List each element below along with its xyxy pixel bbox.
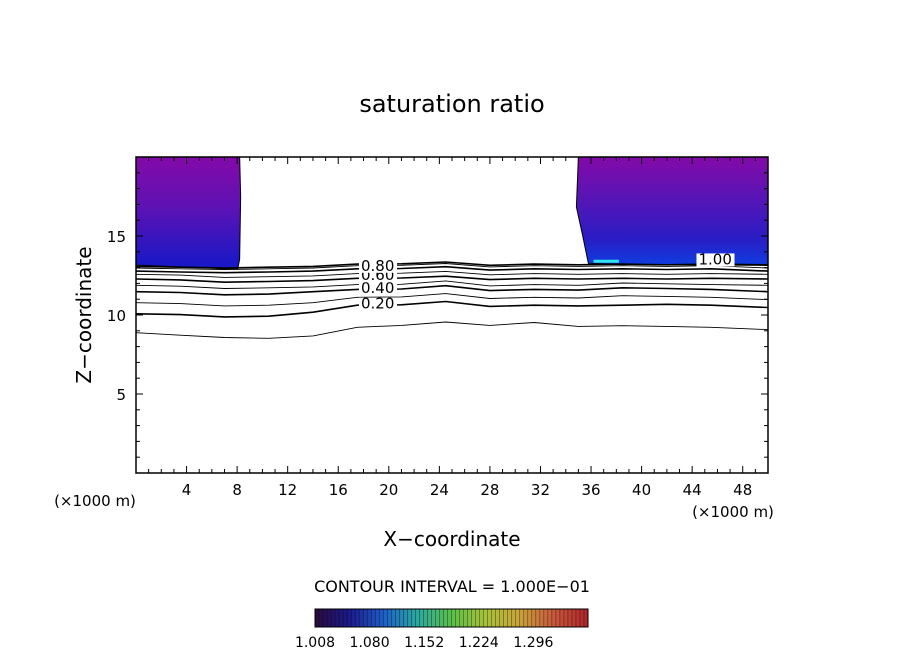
contour-line-0.7 [135, 270, 769, 278]
x-tick-label: 8 [232, 481, 242, 499]
contour-label-bg [358, 281, 397, 295]
contour-label: 0.80 [361, 257, 394, 275]
contour-label-bg [358, 259, 397, 273]
x-axis-label: X−coordinate [383, 527, 520, 551]
x-unit-label-left: (×1000 m) [54, 492, 136, 510]
contour-labels: 0.200.400.600.80 1.00 [358, 250, 735, 313]
contour-label: 0.20 [361, 295, 394, 313]
contour-line-0.3 [135, 293, 769, 307]
contour-line-0.4 [135, 284, 769, 296]
colorbar-tick-label: 1.080 [350, 635, 390, 651]
x-tick-label: 16 [329, 481, 348, 499]
axis-ticks [136, 157, 768, 473]
x-unit-label-right: (×1000 m) [692, 503, 774, 521]
colorbar-frame [314, 608, 589, 628]
colorbar-tick-label: 1.152 [404, 635, 444, 651]
colorbar-tick-labels: 1.008 1.080 1.152 1.224 1.296 [295, 635, 554, 651]
x-tick-label: 40 [632, 481, 651, 499]
colorbar: 1.008 1.080 1.152 1.224 1.296 [295, 608, 589, 651]
contour-line-0.5 [135, 280, 769, 289]
y-tick-label: 10 [107, 307, 126, 325]
contour-line-0.6 [135, 275, 769, 284]
contour-label: 1.00 [698, 250, 731, 268]
filled-regions [135, 156, 769, 270]
y-axis-label: Z−coordinate [72, 246, 96, 383]
x-tick-label: 28 [480, 481, 499, 499]
contour-label: 0.40 [361, 279, 394, 297]
contour-label-bg [358, 297, 397, 311]
contour-lines [135, 261, 769, 339]
contour-line-1.0 [135, 261, 769, 269]
contour-line-0.1 [135, 321, 769, 339]
colorbar-tick-label: 1.296 [513, 635, 553, 651]
contour-label-bg [696, 253, 735, 267]
y-tick-label: 5 [116, 386, 126, 404]
x-tick-label: 24 [430, 481, 449, 499]
colorbar-stripes [318, 609, 585, 627]
contour-line-0.8 [135, 265, 769, 274]
colorbar-tick-label: 1.224 [459, 635, 499, 651]
x-tick-label: 36 [581, 481, 600, 499]
x-tick-label: 20 [379, 481, 398, 499]
colorbar-tick-label: 1.008 [295, 635, 335, 651]
contour-line-0.2 [135, 300, 769, 318]
x-tick-label: 12 [278, 481, 297, 499]
left-supersaturated-region [135, 156, 242, 270]
x-tick-label: 32 [531, 481, 550, 499]
x-tick-label: 48 [733, 481, 752, 499]
chart-title: saturation ratio [359, 90, 544, 118]
contour-interval-text: CONTOUR INTERVAL = 1.000E−01 [314, 577, 590, 596]
x-tick-label: 44 [683, 481, 702, 499]
x-tick-label: 4 [182, 481, 192, 499]
plot-area: 0.200.400.600.80 1.00 4 8 12 16 20 24 28 32 36 40 4… [107, 156, 769, 499]
contour-line-0.9 [135, 263, 769, 270]
right-supersaturated-region [575, 156, 769, 266]
y-tick-label: 15 [107, 228, 126, 246]
